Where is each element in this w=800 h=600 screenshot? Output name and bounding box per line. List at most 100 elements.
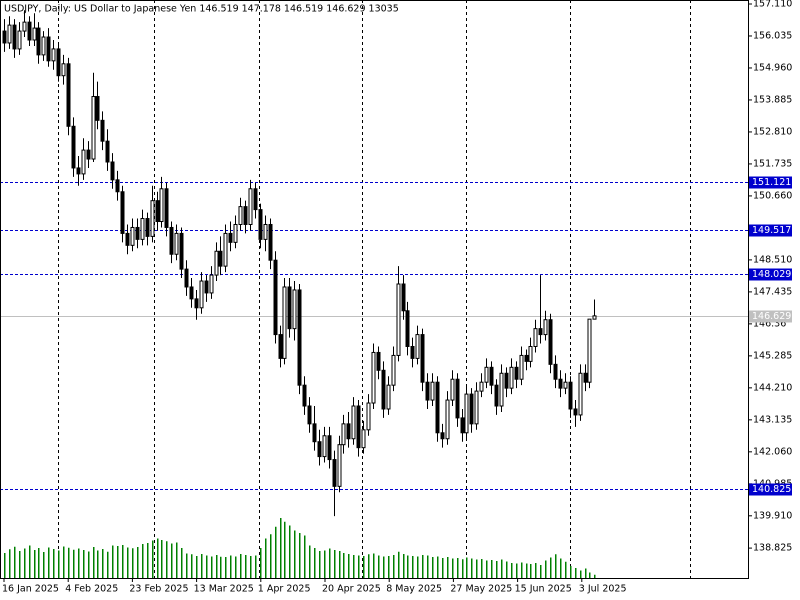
volume-bar xyxy=(127,547,129,578)
candle-body xyxy=(351,405,356,440)
candle-body xyxy=(194,298,199,309)
candle-body xyxy=(169,226,174,255)
candle-body xyxy=(199,280,204,309)
candle-body xyxy=(233,223,238,243)
volume-bar xyxy=(496,561,498,578)
candle-body xyxy=(450,378,455,401)
x-tick-label: 3 Jul 2025 xyxy=(579,584,627,595)
candle-body xyxy=(287,286,292,330)
candle-body xyxy=(327,435,332,461)
candle-body xyxy=(410,345,415,359)
volume-bar xyxy=(471,558,473,578)
x-tick-label: 27 May 2025 xyxy=(450,584,512,595)
volume-bar xyxy=(206,555,208,578)
volume-bar xyxy=(63,546,65,578)
volume-bar xyxy=(526,563,528,578)
candle-body xyxy=(519,354,524,380)
volume-bar xyxy=(250,556,252,578)
candle-body xyxy=(110,161,115,181)
volume-bar xyxy=(575,568,577,578)
axis: 157.110 156.035 154.960 153.885 152.810 151.7… xyxy=(2,0,792,595)
volume-bar xyxy=(442,558,444,578)
candle-body xyxy=(435,381,440,434)
y-tick-label: 145.285 xyxy=(753,350,792,361)
volume-bar xyxy=(368,554,370,578)
candle-body xyxy=(366,402,371,431)
candle-body xyxy=(159,188,164,223)
candle-body xyxy=(218,250,223,267)
volume-bar xyxy=(407,555,409,578)
x-tick-label: 8 May 2025 xyxy=(386,584,442,595)
volume-bar xyxy=(560,558,562,578)
volume-bar xyxy=(314,548,316,578)
candle-body xyxy=(425,381,430,401)
candle-body xyxy=(430,381,435,401)
volume-bar xyxy=(48,547,50,578)
volume-bar xyxy=(34,550,36,578)
volume-bar xyxy=(240,554,242,578)
volume-bar xyxy=(24,548,26,578)
volume-bar xyxy=(275,526,277,578)
candle-body xyxy=(322,435,327,458)
volume-bar xyxy=(403,554,405,578)
candle-body xyxy=(164,188,169,228)
candle-body xyxy=(51,48,56,62)
candle-body xyxy=(86,149,91,160)
candle-body xyxy=(401,283,406,312)
volume-bar xyxy=(585,568,587,578)
volume-bar xyxy=(481,559,483,578)
volume-bar xyxy=(73,549,75,578)
y-tick-label: 144.210 xyxy=(753,382,792,393)
candle-body xyxy=(145,218,150,237)
volume-bar xyxy=(388,556,390,578)
volume-bar xyxy=(516,563,518,578)
volume-bar xyxy=(196,556,198,578)
candle-body xyxy=(273,259,278,336)
candle-body xyxy=(474,390,479,425)
candle-body xyxy=(337,444,342,487)
y-tick-label: 157.110 xyxy=(753,0,792,9)
volume-bar xyxy=(181,548,183,578)
candle-body xyxy=(494,384,499,407)
candle-body xyxy=(489,366,494,386)
volume-bar xyxy=(319,551,321,578)
candle-body xyxy=(469,393,474,425)
candle-body xyxy=(568,381,573,410)
volume-bar xyxy=(289,525,291,578)
volume-bar xyxy=(373,553,375,578)
x-tick-label: 1 Apr 2025 xyxy=(258,584,311,595)
volume-bar xyxy=(216,555,218,578)
candle-body xyxy=(223,232,228,267)
candle-body xyxy=(91,96,96,160)
candle-body xyxy=(415,334,420,359)
x-tick-label: 4 Feb 2025 xyxy=(65,584,118,595)
candle-body xyxy=(32,27,37,41)
x-tick-label: 16 Jan 2025 xyxy=(2,584,59,595)
candle-body xyxy=(228,232,233,243)
volume-bar xyxy=(304,535,306,578)
volume-bar xyxy=(501,559,503,578)
volume-bar xyxy=(309,545,311,578)
candle-body xyxy=(553,363,558,380)
volume-bar xyxy=(422,555,424,578)
candle-body xyxy=(405,310,410,347)
x-tick-label: 23 Feb 2025 xyxy=(129,584,188,595)
candle-body xyxy=(140,218,145,240)
candle-body xyxy=(484,366,489,383)
candle-body xyxy=(528,345,533,362)
volume-bar xyxy=(476,559,478,578)
candle-body xyxy=(420,334,425,383)
candle-body xyxy=(2,30,7,44)
candle-body xyxy=(573,408,578,416)
x-tick-label: 15 Jun 2025 xyxy=(515,584,572,595)
candle-body xyxy=(41,36,46,56)
candle-body xyxy=(184,268,189,288)
candle-body xyxy=(135,226,140,240)
candle-body xyxy=(356,405,361,449)
candle-body xyxy=(381,369,386,410)
candle-body xyxy=(558,378,563,389)
levels xyxy=(0,182,748,490)
chart-title: USDJPY, Daily: US Dollar to Japanese Yen… xyxy=(4,4,399,15)
volume-bar xyxy=(93,547,95,578)
candle-body xyxy=(243,206,248,225)
